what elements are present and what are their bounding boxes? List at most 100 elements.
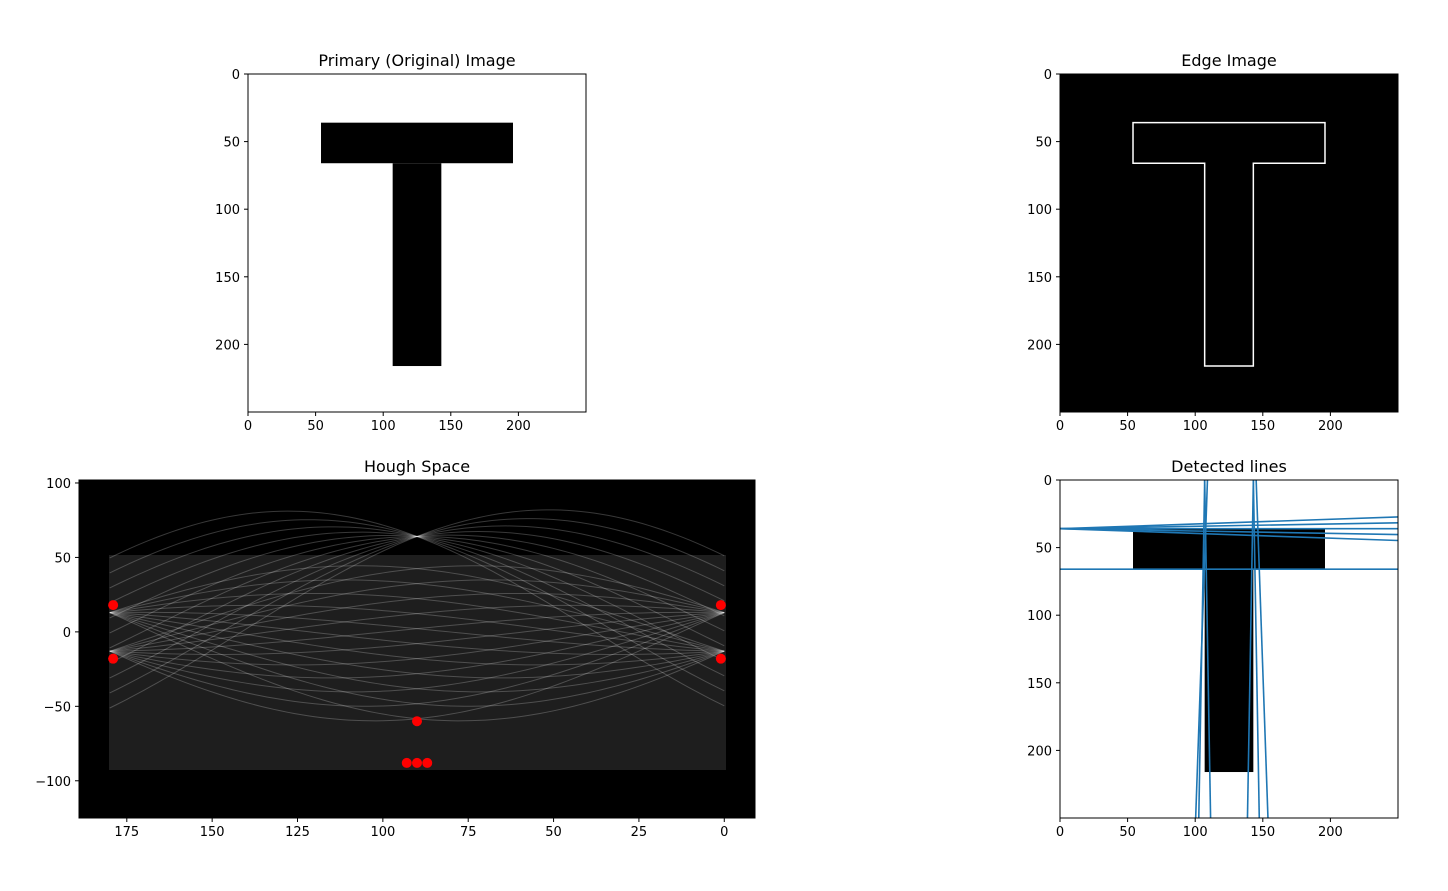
original-image-panel: Primary (Original) Image 0 50 100 150 200 0 5… [215,51,587,434]
hough-curve [109,592,725,652]
detected-line [1255,480,1269,818]
y-tick-label: 0 [63,626,71,641]
detected-line [1203,480,1212,818]
y-tick-label: 0 [1044,474,1052,489]
edge-x-ticks: 0 50 100 150 200 [1056,412,1343,434]
edge-y-ticks: 0 50 100 150 200 [1027,68,1060,353]
hough-curve [109,604,725,652]
detected-lines-frame [1059,479,1399,819]
hough-curve [109,604,725,652]
hough-curve [109,509,725,709]
hough-curve [109,611,725,652]
hough-space-panel: Hough Space 175 150 125 100 75 50 25 0 −100 −50 0… [35,457,756,840]
detected-x-ticks: 0 50 100 150 200 [1056,818,1343,840]
y-tick-label: 100 [1027,203,1052,218]
y-tick-label: 0 [232,68,240,83]
hough-curve [109,565,725,652]
x-tick-label: 100 [371,419,396,434]
detected-y-ticks: 0 50 100 150 200 [1027,474,1060,759]
x-tick-label: 150 [438,419,463,434]
hough-sinusoids [109,509,725,722]
hough-curve [109,612,725,655]
hough-curve [109,612,725,707]
hough-peak [412,716,422,727]
detected-lines [1060,480,1398,818]
hough-curve [109,535,725,634]
original-x-ticks: 0 50 100 150 200 [244,412,531,434]
hough-curve [109,565,725,652]
x-tick-label: 0 [1056,825,1064,840]
edge-image-title: Edge Image [1181,51,1276,70]
hough-y-ticks: −100 −50 0 50 100 [35,477,79,790]
x-tick-label: 150 [1250,419,1275,434]
hough-peak [108,653,119,664]
y-tick-label: −50 [44,700,71,715]
x-tick-label: 150 [1250,825,1275,840]
hough-peak [422,757,433,768]
hough-peaks [108,600,726,768]
y-tick-label: 150 [1027,271,1052,286]
y-tick-label: 100 [215,203,240,218]
hough-peak [715,600,726,611]
y-tick-label: 200 [1027,744,1052,759]
x-tick-label: 175 [114,825,139,840]
hough-curve [109,612,725,707]
y-tick-label: 200 [1027,338,1052,353]
t-bar [321,122,513,164]
y-tick-label: −100 [35,775,71,790]
y-tick-label: 200 [215,338,240,353]
hough-peak [412,757,422,768]
x-tick-label: 0 [244,419,252,434]
y-tick-label: 100 [1027,609,1052,624]
hough-curve [109,612,725,666]
t-edge-outline [1132,121,1326,367]
hough-x-ticks: 175 150 125 100 75 50 25 0 [114,818,728,840]
x-tick-label: 50 [1119,419,1136,434]
x-tick-label: 200 [1318,419,1343,434]
x-tick-label: 0 [720,825,728,840]
y-tick-label: 50 [54,551,71,566]
hough-curve [109,519,725,692]
x-tick-label: 100 [370,825,395,840]
x-tick-label: 100 [1183,825,1208,840]
hough-peak [715,653,726,664]
detected-lines-panel: Detected lines 0 50 100 150 200 0 50 100 150 200 [1027,457,1399,840]
y-tick-label: 50 [223,136,240,151]
hough-curve [109,612,725,693]
hough-inner-fill [109,555,726,770]
t-stem [1204,569,1254,773]
edge-image-frame [1059,73,1399,413]
hough-curve [109,526,725,677]
x-tick-label: 200 [506,419,531,434]
x-tick-label: 50 [545,825,562,840]
hough-curve [109,510,725,707]
y-tick-label: 50 [1035,542,1052,557]
hough-curve [109,534,725,649]
hough-curve [109,612,725,666]
y-tick-label: 150 [215,271,240,286]
y-tick-label: 150 [1027,677,1052,692]
detected-line [1060,527,1398,542]
x-tick-label: 50 [1119,825,1136,840]
hough-curve [109,579,725,652]
hough-curve [109,525,725,679]
edge-image-panel: Edge Image 0 50 100 150 200 0 50 100 150 200 [1027,51,1399,434]
hough-peak [108,600,119,611]
x-tick-label: 0 [1056,419,1064,434]
t-stem [392,163,442,367]
x-tick-label: 25 [631,825,648,840]
x-tick-label: 50 [307,419,324,434]
hough-space-title: Hough Space [364,457,470,476]
x-tick-label: 75 [460,825,477,840]
hough-curve [109,612,725,655]
hough-peak [401,757,412,768]
hough-space-frame [78,479,756,819]
t-bar [1133,528,1325,570]
detected-lines-title: Detected lines [1171,457,1287,476]
hough-curve [109,612,725,693]
hough-curve [109,612,725,679]
y-tick-label: 0 [1044,68,1052,83]
original-image-frame [247,73,587,413]
x-tick-label: 150 [200,825,225,840]
